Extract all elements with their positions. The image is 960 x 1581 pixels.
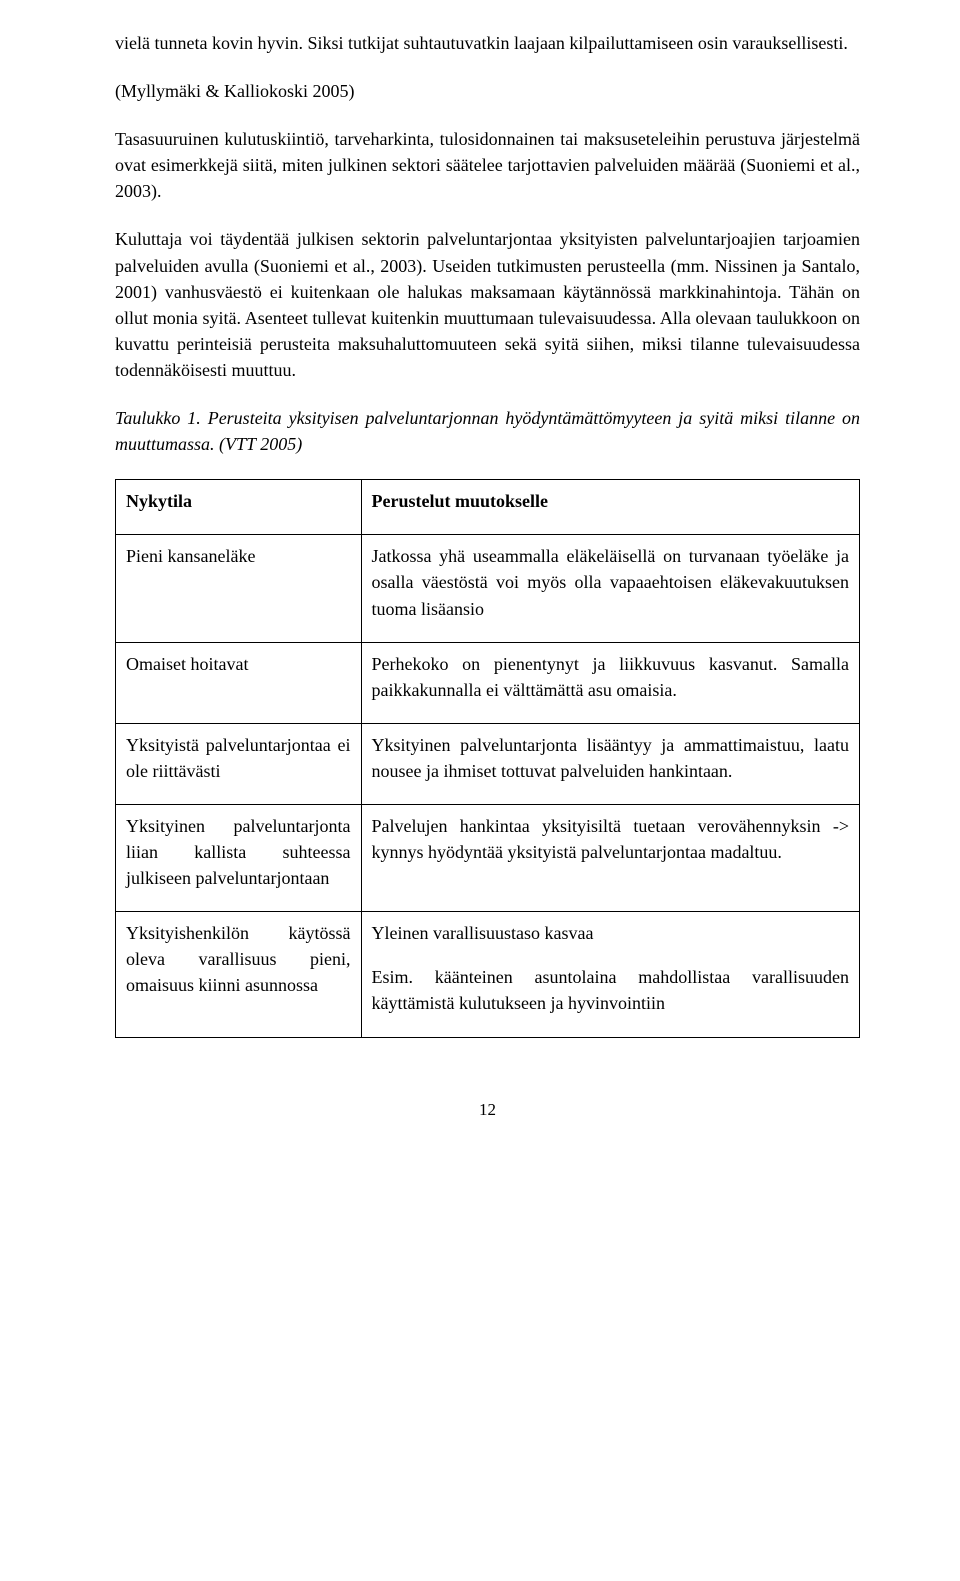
- table-cell: Palvelujen hankintaa yksityisiltä tuetaa…: [361, 804, 859, 911]
- table-cell: Yksityinen palveluntarjonta lisääntyy ja…: [361, 723, 859, 804]
- paragraph-3: Tasasuuruinen kulutuskiintiö, tarveharki…: [115, 126, 860, 204]
- table-header-cell-2: Perustelut muutokselle: [361, 480, 859, 535]
- table-cell: Omaiset hoitavat: [116, 642, 362, 723]
- table-cell: Yksityinen palveluntarjonta liian kallis…: [116, 804, 362, 911]
- table-header-row: Nykytila Perustelut muutokselle: [116, 480, 860, 535]
- paragraph-intro-1: vielä tunneta kovin hyvin. Siksi tutkija…: [115, 30, 860, 56]
- table-row: Omaiset hoitavat Perhekoko on pienentyny…: [116, 642, 860, 723]
- table-caption: Taulukko 1. Perusteita yksityisen palvel…: [115, 405, 860, 457]
- table-row: Yksityistä palveluntarjontaa ei ole riit…: [116, 723, 860, 804]
- table-row: Pieni kansaneläke Jatkossa yhä useammall…: [116, 535, 860, 642]
- table-header-cell-1: Nykytila: [116, 480, 362, 535]
- table-row: Yksityinen palveluntarjonta liian kallis…: [116, 804, 860, 911]
- table-cell: Pieni kansaneläke: [116, 535, 362, 642]
- table-cell: Yleinen varallisuustaso kasvaa Esim. kää…: [361, 912, 859, 1037]
- table-cell-line-2: Esim. käänteinen asuntolaina mahdollista…: [372, 964, 849, 1016]
- table-cell: Yksityishenkilön käytössä oleva varallis…: [116, 912, 362, 1037]
- table-cell: Jatkossa yhä useammalla eläkeläisellä on…: [361, 535, 859, 642]
- paragraph-4: Kuluttaja voi täydentää julkisen sektori…: [115, 226, 860, 383]
- paragraph-citation: (Myllymäki & Kalliokoski 2005): [115, 78, 860, 104]
- table-cell-line-1: Yleinen varallisuustaso kasvaa: [372, 920, 849, 946]
- comparison-table: Nykytila Perustelut muutokselle Pieni ka…: [115, 479, 860, 1037]
- table-cell: Perhekoko on pienentynyt ja liikkuvuus k…: [361, 642, 859, 723]
- page-number: 12: [115, 1098, 860, 1123]
- table-row: Yksityishenkilön käytössä oleva varallis…: [116, 912, 860, 1037]
- table-cell: Yksityistä palveluntarjontaa ei ole riit…: [116, 723, 362, 804]
